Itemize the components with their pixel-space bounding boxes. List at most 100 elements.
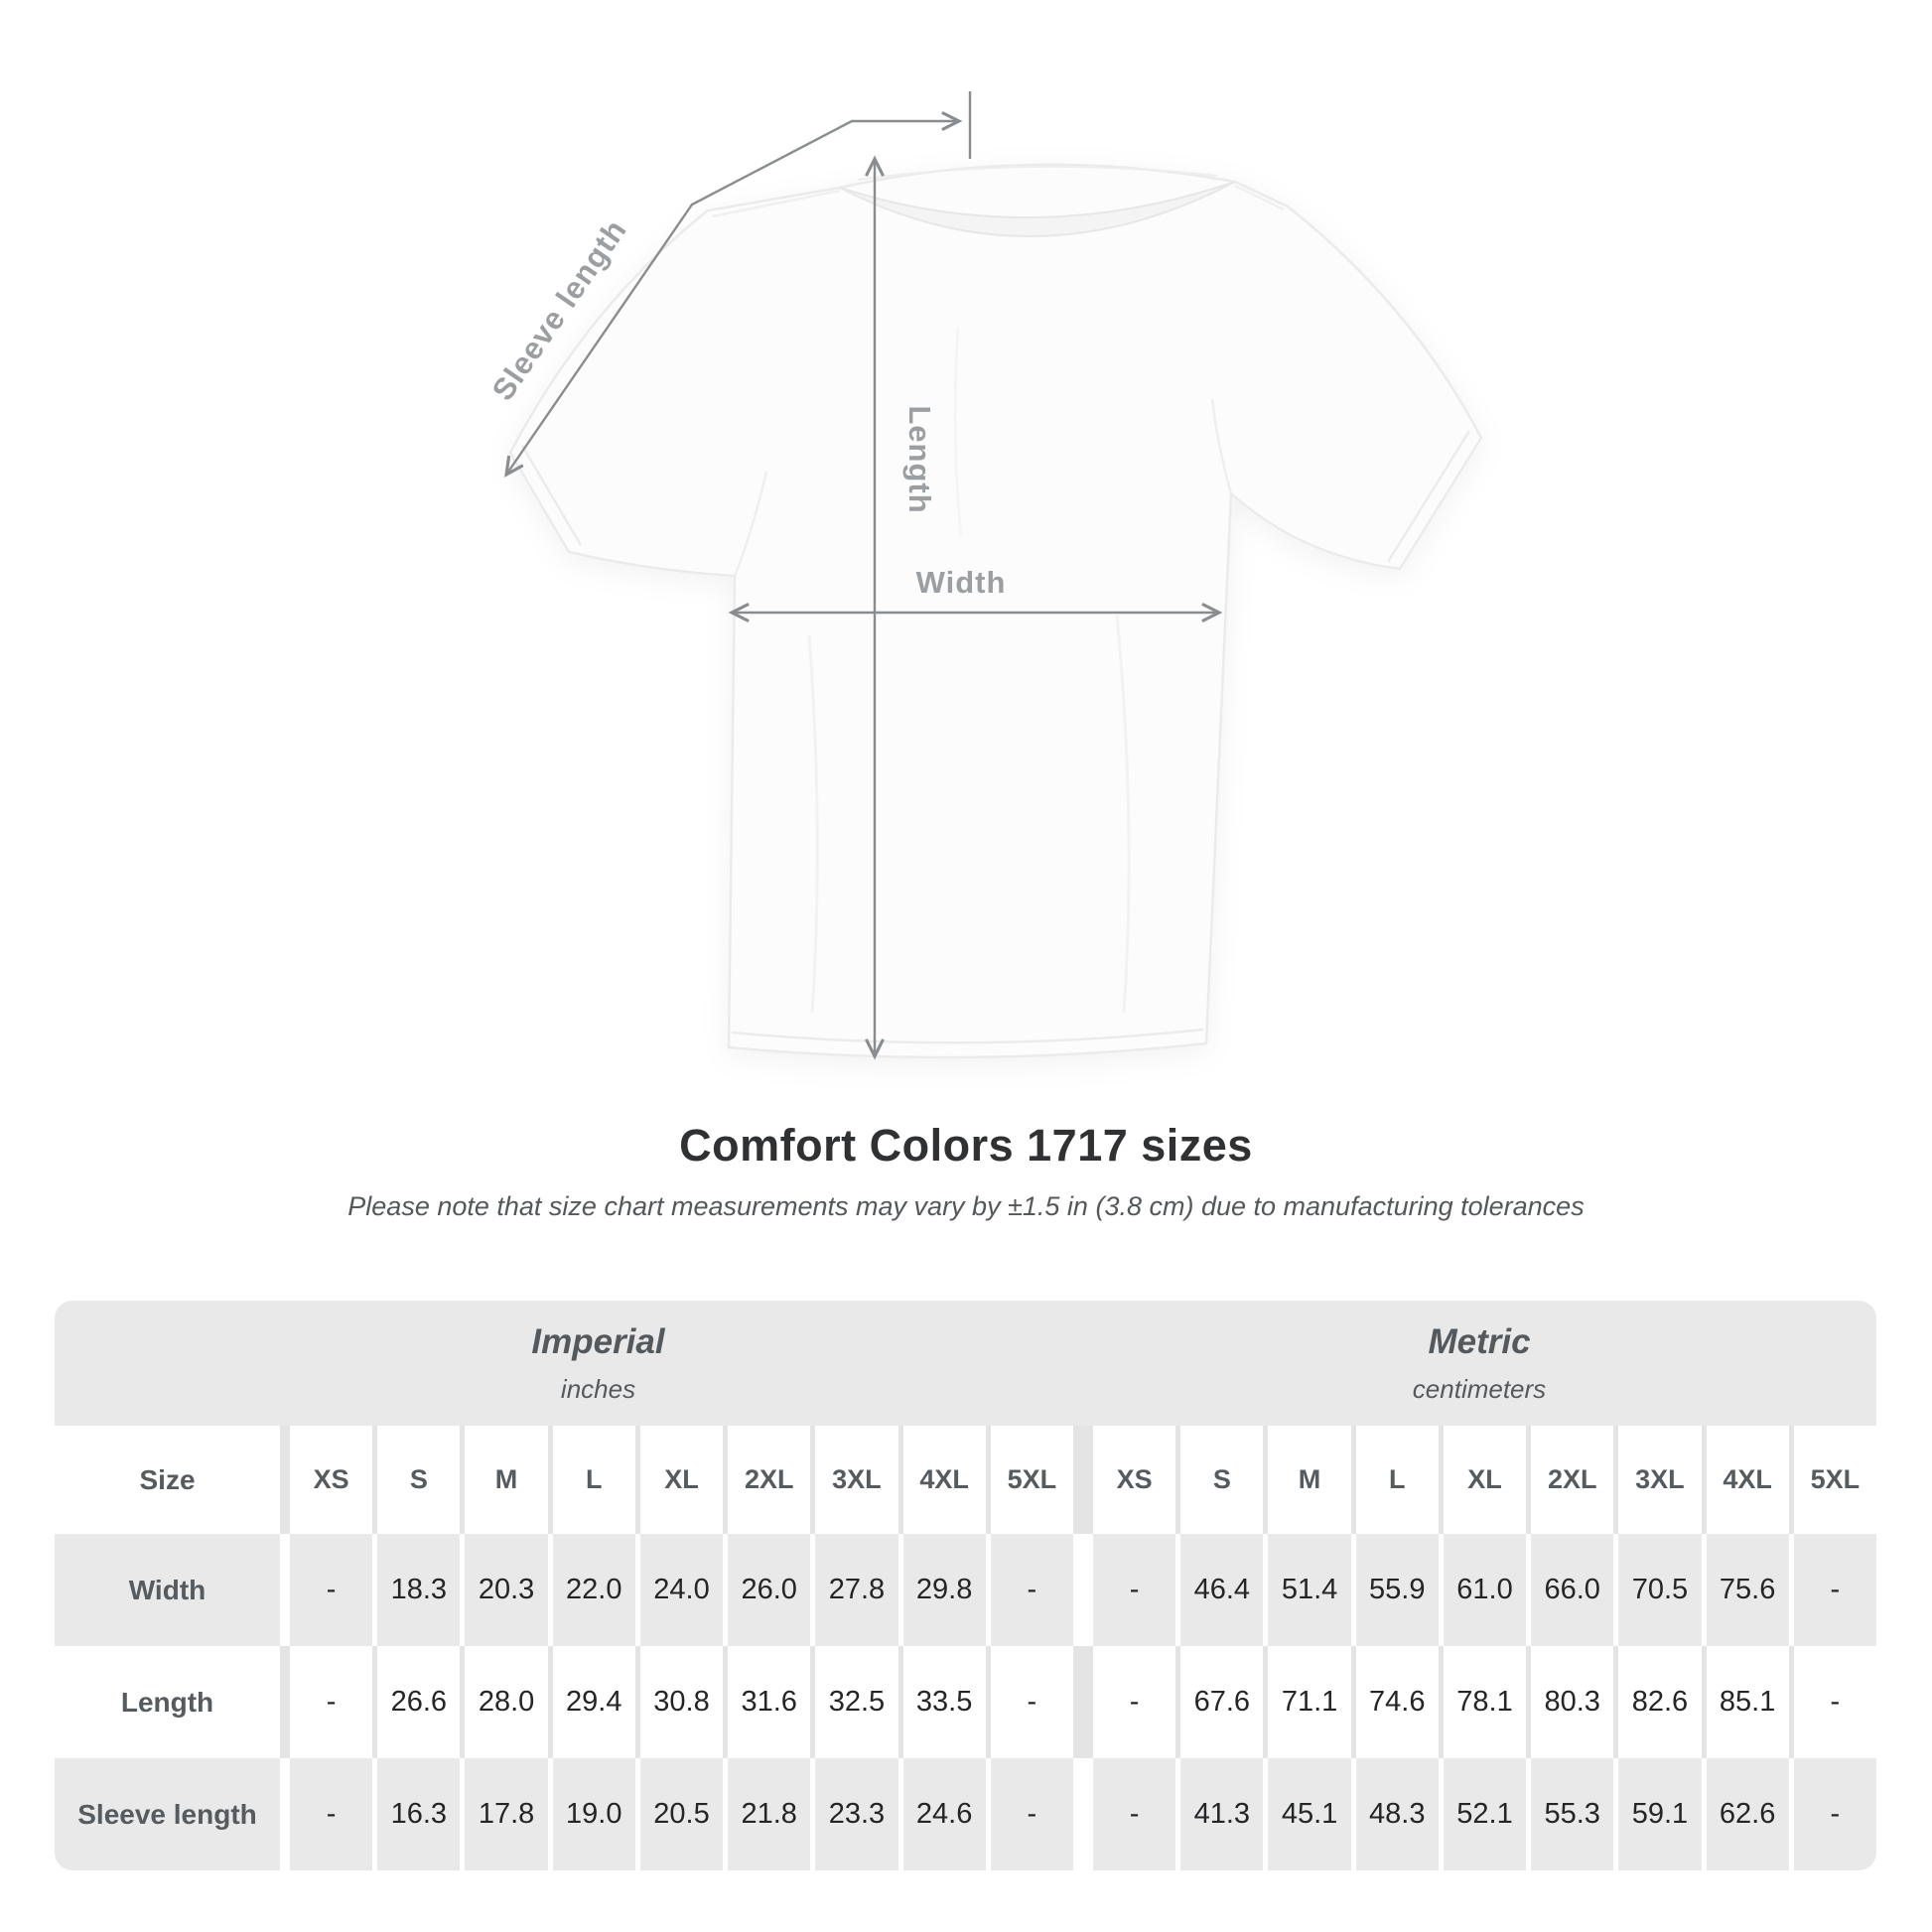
value-cell: 30.8: [639, 1646, 724, 1758]
value-cell: -: [290, 1646, 373, 1758]
metric-unit: centimeters: [1412, 1373, 1547, 1404]
length-label: Length: [902, 405, 937, 513]
metric-size-headers: XS S M L XL 2XL 3XL 4XL 5XL: [1093, 1426, 1876, 1534]
header-cell: S: [377, 1426, 461, 1534]
tolerance-note: Please note that size chart measurements…: [347, 1191, 1585, 1221]
table-header-row: Size XS S M L XL 2XL 3XL 4XL 5XL XS S M …: [55, 1426, 1876, 1534]
value-cell: 70.5: [1618, 1534, 1702, 1646]
header-cell: M: [465, 1426, 548, 1534]
header-cell: 4XL: [902, 1426, 986, 1534]
value-cell: 26.0: [728, 1534, 811, 1646]
header-cell: XS: [290, 1426, 373, 1534]
value-cell: 46.4: [1180, 1534, 1264, 1646]
tshirt-body: [508, 163, 1483, 1059]
row-label: Sleeve length: [55, 1758, 280, 1870]
value-cell: 20.5: [639, 1758, 724, 1870]
value-cell: 48.3: [1355, 1758, 1439, 1870]
header-cell: L: [1355, 1426, 1439, 1534]
group-divider: [1073, 1758, 1093, 1870]
table-row-width: Width - 18.3 20.3 22.0 24.0 26.0 27.8 29…: [55, 1534, 1876, 1646]
value-cell: 82.6: [1618, 1646, 1702, 1758]
label-divider: [280, 1534, 290, 1646]
underarm-crease-left: [733, 471, 768, 577]
header-cell: 3XL: [815, 1426, 898, 1534]
label-divider: [280, 1426, 290, 1534]
size-chart-table: Imperial inches Metric centimeters Size …: [55, 1301, 1876, 1870]
value-cell: 18.3: [377, 1534, 461, 1646]
header-cell: XL: [639, 1426, 724, 1534]
imperial-values: - 26.6 28.0 29.4 30.8 31.6 32.5 33.5 -: [290, 1646, 1073, 1758]
value-cell: 51.4: [1268, 1534, 1351, 1646]
header-cell: L: [552, 1426, 635, 1534]
value-cell: 29.4: [552, 1646, 635, 1758]
value-cell: 75.6: [1706, 1534, 1789, 1646]
header-cell: 4XL: [1706, 1426, 1789, 1534]
value-cell: -: [1093, 1646, 1176, 1758]
value-cell: -: [290, 1758, 373, 1870]
header-cell: S: [1180, 1426, 1264, 1534]
metric-title: Metric: [1428, 1321, 1531, 1361]
value-cell: 41.3: [1180, 1758, 1264, 1870]
value-cell: 45.1: [1268, 1758, 1351, 1870]
group-divider: [1073, 1646, 1093, 1758]
header-cell: 3XL: [1618, 1426, 1702, 1534]
value-cell: -: [1093, 1534, 1176, 1646]
shoulder-seam-right: [1234, 184, 1285, 211]
group-divider: [1073, 1426, 1093, 1534]
units-band: Imperial inches Metric centimeters: [55, 1301, 1876, 1426]
value-cell: 24.6: [902, 1758, 986, 1870]
metric-values: - 41.3 45.1 48.3 52.1 55.3 59.1 62.6 -: [1093, 1758, 1876, 1870]
value-cell: 19.0: [552, 1758, 635, 1870]
value-cell: 16.3: [377, 1758, 461, 1870]
value-cell: 85.1: [1706, 1646, 1789, 1758]
row-label: Width: [55, 1534, 280, 1646]
row-label: Length: [55, 1646, 280, 1758]
underarm-crease-right: [1210, 398, 1233, 494]
imperial-group-header: Imperial inches: [55, 1301, 1082, 1426]
imperial-values: - 18.3 20.3 22.0 24.0 26.0 27.8 29.8 -: [290, 1534, 1073, 1646]
sleeve-length-arrow: [506, 121, 959, 475]
label-divider: [280, 1646, 290, 1758]
metric-group-header: Metric centimeters: [1082, 1301, 1876, 1426]
table-row-sleeve-length: Sleeve length - 16.3 17.8 19.0 20.5 21.8…: [55, 1758, 1876, 1870]
value-cell: 33.5: [902, 1646, 986, 1758]
measurement-arrows: [506, 91, 1219, 1056]
page-title: Comfort Colors 1717 sizes: [679, 1120, 1253, 1171]
value-cell: 62.6: [1706, 1758, 1789, 1870]
header-cell: XS: [1093, 1426, 1176, 1534]
group-divider: [1073, 1534, 1093, 1646]
value-cell: 31.6: [728, 1646, 811, 1758]
value-cell: -: [1093, 1758, 1176, 1870]
value-cell: 23.3: [815, 1758, 898, 1870]
value-cell: -: [290, 1534, 373, 1646]
wrinkle-line: [1115, 615, 1131, 1014]
value-cell: 55.9: [1355, 1534, 1439, 1646]
table-row-length: Length - 26.6 28.0 29.4 30.8 31.6 32.5 3…: [55, 1646, 1876, 1758]
imperial-values: - 16.3 17.8 19.0 20.5 21.8 23.3 24.6 -: [290, 1758, 1073, 1870]
value-cell: 21.8: [728, 1758, 811, 1870]
value-cell: 67.6: [1180, 1646, 1264, 1758]
tshirt-illustration: [508, 163, 1483, 1059]
metric-values: - 46.4 51.4 55.9 61.0 66.0 70.5 75.6 -: [1093, 1534, 1876, 1646]
header-cell: 5XL: [1793, 1426, 1876, 1534]
imperial-size-headers: XS S M L XL 2XL 3XL 4XL 5XL: [290, 1426, 1073, 1534]
header-cell: XL: [1443, 1426, 1527, 1534]
value-cell: 80.3: [1531, 1646, 1614, 1758]
hem-stitch: [731, 1028, 1204, 1044]
value-cell: -: [1793, 1534, 1876, 1646]
wrinkle-line: [807, 634, 819, 1014]
value-cell: -: [990, 1646, 1073, 1758]
value-cell: 55.3: [1531, 1758, 1614, 1870]
cuff-stitch-right: [1386, 430, 1471, 563]
value-cell: 66.0: [1531, 1534, 1614, 1646]
value-cell: 28.0: [465, 1646, 548, 1758]
value-cell: 24.0: [639, 1534, 724, 1646]
heading-block: Comfort Colors 1717 sizes Please note th…: [0, 1120, 1932, 1222]
value-cell: 59.1: [1618, 1758, 1702, 1870]
value-cell: 74.6: [1355, 1646, 1439, 1758]
header-cell: 2XL: [1531, 1426, 1614, 1534]
value-cell: -: [1793, 1758, 1876, 1870]
value-cell: 22.0: [552, 1534, 635, 1646]
value-cell: 78.1: [1443, 1646, 1527, 1758]
